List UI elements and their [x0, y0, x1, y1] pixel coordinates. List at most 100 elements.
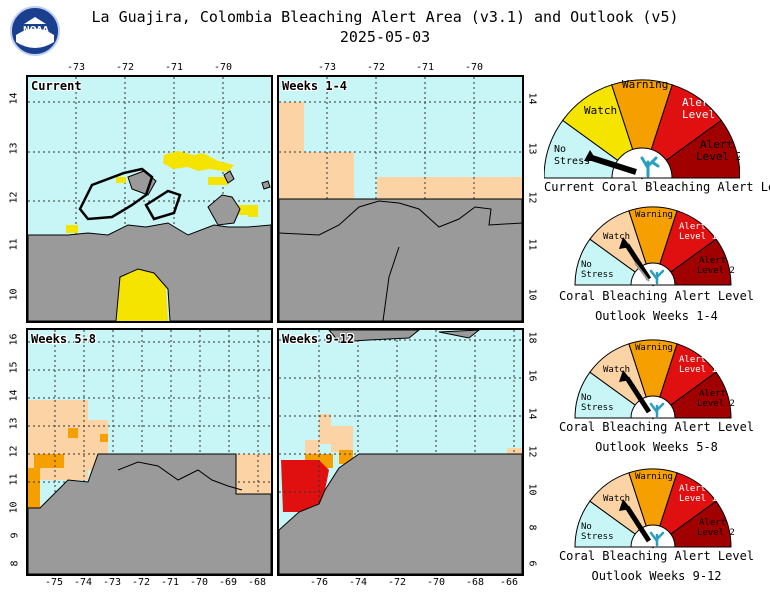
gauge-label-no-stress: No [581, 522, 592, 532]
gauge-label-alert2: Alert [699, 256, 726, 266]
lon-tick: -74 [349, 577, 368, 588]
gauge-label-no-stress: No [554, 144, 566, 155]
gauge-label-alert2: Level 2 [697, 528, 735, 538]
gauge-label-no-stress: Stress [554, 156, 590, 167]
gauge-caption: Coral Bleaching Alert Level [558, 420, 755, 434]
gauge-label-warning: Warning [635, 472, 673, 482]
lat-tick: 14 [526, 92, 538, 105]
map-weeks-1-4 [279, 77, 522, 321]
lat-tick: 13 [8, 417, 20, 430]
gauge-label-alert2: Level 2 [696, 150, 740, 163]
lat-tick: 16 [8, 333, 20, 346]
lon-tick: -70 [465, 62, 484, 73]
gauge-label-alert1: Alert [679, 222, 706, 232]
panel-label: Weeks 9-12 [282, 332, 355, 346]
lat-tick: 18 [526, 331, 538, 344]
gauge-label-no-stress: Stress [581, 270, 614, 280]
gauge-label-alert1: Alert [679, 355, 706, 365]
lat-tick: 13 [8, 142, 20, 155]
lat-tick: 14 [8, 389, 20, 402]
lat-tick: 12 [8, 191, 20, 204]
gauge-caption-outlook: Outlook Weeks 9-12 [591, 569, 722, 583]
gauge-label-alert1: Level 1 [682, 108, 728, 121]
lat-tick: 12 [526, 445, 538, 458]
gauge-label-warning: Warning [622, 78, 668, 91]
gauge-label-warning: Warning [635, 343, 673, 353]
page-title: La Guajira, Colombia Bleaching Alert Are… [91, 8, 679, 26]
lat-tick: 10 [8, 288, 20, 301]
lat-tick: 11 [526, 238, 538, 251]
gauge-label-alert1: Level 1 [679, 494, 717, 504]
map-weeks-9-12 [279, 330, 522, 574]
lat-tick: 16 [526, 369, 538, 382]
gauge-weeks-9-12: No Stress Watch Warning Alert Level 1 Al… [574, 468, 735, 549]
lon-tick: -73 [103, 577, 122, 588]
map-panel-weeks-1-4: Weeks 1-4 [277, 75, 524, 323]
gauge-label-no-stress: Stress [581, 532, 614, 542]
panel-label: Weeks 5-8 [31, 332, 97, 346]
lat-tick: 6 [526, 560, 538, 567]
map-current [28, 77, 271, 321]
lon-tick: -70 [214, 62, 233, 73]
lon-tick: -68 [466, 577, 485, 588]
lat-tick: 12 [8, 445, 20, 458]
gauge-label-alert2: Alert [699, 518, 726, 528]
noaa-logo: NOAA [10, 6, 60, 56]
gauge-caption: Coral Bleaching Alert Level [558, 549, 755, 563]
lon-tick: -73 [67, 62, 86, 73]
gauge-label-alert1: Alert [679, 484, 706, 494]
lat-tick: 8 [526, 524, 538, 531]
gauge-label-alert1: Level 1 [679, 365, 717, 375]
gauge-label-alert2: Level 2 [697, 399, 735, 409]
lon-tick: -73 [318, 62, 337, 73]
gauge-label-watch: Watch [603, 494, 630, 504]
gauge-label-no-stress: No [581, 393, 592, 403]
lat-tick: 14 [8, 92, 20, 105]
map-panel-current: Current [26, 75, 273, 323]
lat-tick: 10 [526, 288, 538, 301]
gauge-weeks-1-4: No Stress Watch Warning Alert Level 1 Al… [574, 206, 735, 287]
gauge-label-no-stress: Stress [581, 403, 614, 413]
lon-tick: -74 [74, 577, 93, 588]
gauge-label-watch: Watch [584, 104, 617, 117]
lon-tick: -71 [416, 62, 435, 73]
lat-tick: 10 [8, 501, 20, 514]
panel-label: Current [31, 79, 82, 93]
gauge-caption-outlook: Outlook Weeks 1-4 [595, 309, 718, 323]
gauge-label-watch: Watch [603, 365, 630, 375]
lat-tick: 14 [526, 407, 538, 420]
lon-tick: -71 [161, 577, 180, 588]
gauge-label-alert1: Level 1 [679, 232, 717, 242]
panel-label: Weeks 1-4 [282, 79, 348, 93]
lat-tick: 12 [526, 191, 538, 204]
gauge-label-alert2: Level 2 [697, 266, 735, 276]
map-panel-weeks-9-12: Weeks 9-12 [277, 328, 524, 576]
gauge-label-alert2: Alert [700, 138, 733, 151]
gauge-label-alert1: Alert [682, 96, 715, 109]
gauge-weeks-5-8: No Stress Watch Warning Alert Level 1 Al… [574, 339, 735, 420]
gauge-label-no-stress: No [581, 260, 592, 270]
lat-tick: 11 [8, 238, 20, 251]
lon-tick: -70 [427, 577, 446, 588]
lat-tick: 11 [8, 473, 20, 486]
gauge-caption-outlook: Outlook Weeks 5-8 [595, 440, 718, 454]
lon-tick: -69 [219, 577, 238, 588]
lat-tick: 9 [9, 532, 21, 539]
lon-tick: -72 [388, 577, 407, 588]
lon-tick: -72 [116, 62, 135, 73]
gauge-label-watch: Watch [603, 232, 630, 242]
gauge-caption: Current Coral Bleaching Alert Level [544, 180, 770, 194]
lon-tick: -72 [367, 62, 386, 73]
lon-tick: -75 [45, 577, 64, 588]
lon-tick: -68 [248, 577, 267, 588]
map-panel-weeks-5-8: Weeks 5-8 [26, 328, 273, 576]
gauge-current: No Stress Watch Warning Alert Level 1 Al… [544, 78, 740, 180]
logo-text: NOAA [23, 25, 49, 34]
lat-tick: 15 [8, 361, 20, 374]
page-date: 2025-05-03 [339, 28, 431, 46]
map-weeks-5-8 [28, 330, 271, 574]
gauge-label-warning: Warning [635, 210, 673, 220]
lat-tick: 8 [9, 560, 21, 567]
gauge-label-alert2: Alert [699, 389, 726, 399]
lat-tick: 13 [526, 142, 538, 155]
